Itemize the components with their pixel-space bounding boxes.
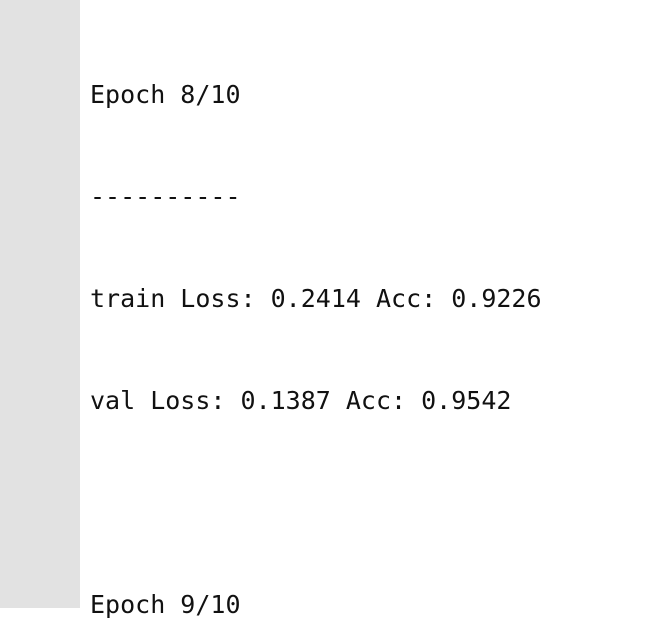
epoch-header: Epoch 9/10 bbox=[90, 590, 241, 618]
blank-line bbox=[90, 486, 542, 520]
train-metrics-line: train Loss: 0.2414 Acc: 0.9226 bbox=[90, 284, 542, 313]
training-log-output: Epoch 8/10 ---------- train Loss: 0.2414… bbox=[90, 10, 542, 618]
separator-line: ---------- bbox=[90, 182, 241, 211]
val-metrics-line: val Loss: 0.1387 Acc: 0.9542 bbox=[90, 386, 512, 415]
cell-gutter bbox=[0, 0, 80, 608]
epoch-header: Epoch 8/10 bbox=[90, 80, 241, 109]
